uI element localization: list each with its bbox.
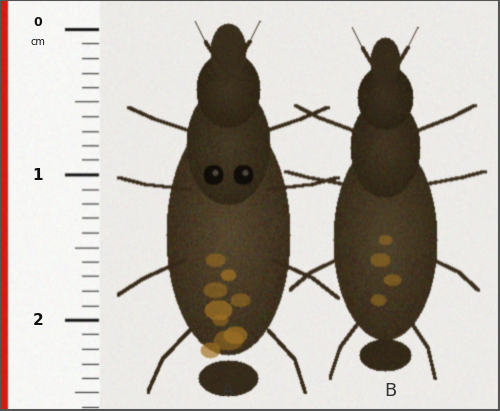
Text: A: A [222, 382, 234, 400]
Text: cm: cm [30, 37, 46, 47]
Text: 1: 1 [33, 168, 43, 182]
Text: B: B [384, 382, 396, 400]
Text: 2: 2 [32, 312, 44, 328]
Text: 0: 0 [34, 16, 42, 28]
